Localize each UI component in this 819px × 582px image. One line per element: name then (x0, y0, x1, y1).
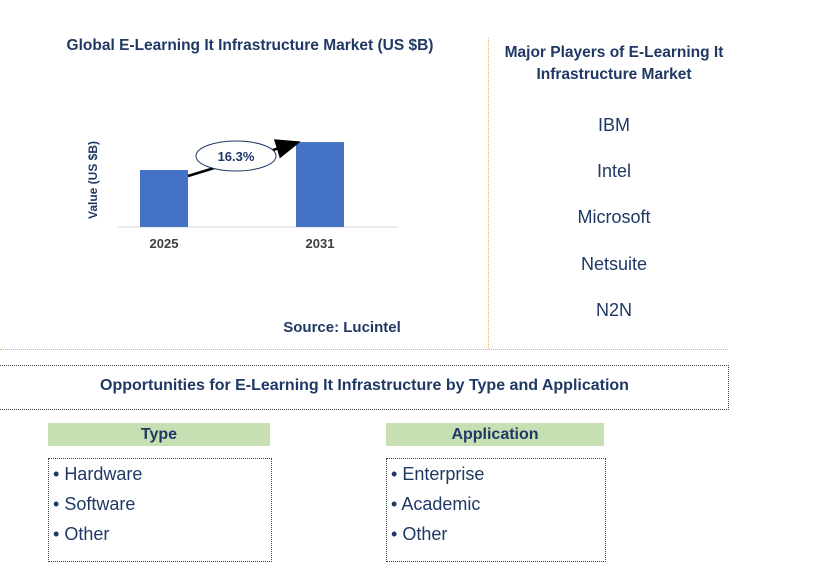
type-item-hardware: Hardware (64, 464, 143, 484)
player-netsuite: Netsuite (580, 254, 648, 274)
vertical-divider (488, 38, 489, 349)
player-intel: Intel (596, 161, 632, 181)
list-item: • Academic (391, 494, 481, 514)
type-item-other: Other (64, 524, 110, 544)
horizontal-divider (0, 349, 728, 350)
application-item-academic: Academic (401, 494, 481, 514)
list-item: • Hardware (53, 464, 143, 484)
opportunities-title: Opportunities for E-Learning It Infrastr… (100, 377, 629, 394)
application-header: Application (386, 423, 604, 446)
players-title: Major Players of E-Learning It Infrastru… (504, 44, 724, 83)
x-tick-label: 2031 (306, 236, 335, 251)
chart-title: Global E-Learning It Infrastructure Mark… (66, 37, 434, 54)
cagr-bubble (195, 140, 277, 172)
list-item: • Software (53, 494, 136, 514)
chart-plot: Value (US $B) 2025 2031 16.3% (86, 139, 398, 251)
player-microsoft: Microsoft (577, 207, 651, 227)
type-list: • Hardware • Software • Other (48, 458, 272, 562)
list-item: • Other (391, 524, 448, 544)
list-item: • Other (53, 524, 110, 544)
application-item-other: Other (402, 524, 448, 544)
application-list: • Enterprise • Academic • Other (386, 458, 606, 562)
type-header: Type (48, 423, 270, 446)
bar-2031 (296, 142, 344, 227)
list-item: • Enterprise (391, 464, 485, 484)
player-ibm: IBM (597, 115, 630, 135)
player-n2n: N2N (595, 300, 632, 320)
type-item-software: Software (64, 494, 136, 514)
application-item-enterprise: Enterprise (402, 464, 485, 484)
cagr-label: 16.3% (218, 149, 255, 164)
chart-source: Source: Lucintel (283, 319, 401, 336)
opportunities-banner (0, 365, 729, 410)
bar-2025 (140, 170, 188, 227)
x-tick-label: 2025 (150, 236, 179, 251)
y-axis-label: Value (US $B) (86, 141, 100, 219)
